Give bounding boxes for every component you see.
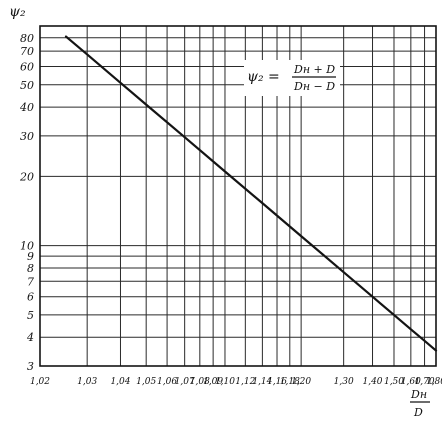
y-tick-label: 7 [27,275,34,288]
y-tick-label: 9 [27,250,34,263]
axes [39,25,437,367]
y-tick-label: 10 [20,240,34,253]
x-tick-label: 1,80 [426,377,442,387]
grid [39,26,437,367]
x-tick-label: 1,16 [267,377,287,387]
x-tick-label: 1,50 [384,377,404,387]
y-axis-label: ψ₂ [9,4,26,20]
y-tick-label: 8 [27,262,34,275]
formula-numerator: Dн + D [293,63,335,76]
x-tick-label: 1,04 [110,377,130,387]
series [64,35,438,352]
x-tick-label: 1,70 [415,377,435,387]
x-axis-label: Dн D [410,388,430,419]
x-tick-label: 1,10 [215,377,235,387]
formula-denominator: Dн − D [293,80,335,93]
y-tick-label: 40 [19,101,34,114]
formula: ψ₂ = Dн + D Dн − D [244,60,340,96]
series-line [64,35,438,352]
x-tick-label: 1,06 [157,377,177,387]
x-tick-label: 1,20 [291,377,311,387]
y-tick-label: 70 [20,45,34,58]
x-tick-label: 1,05 [136,377,156,387]
y-tick-label: 50 [20,79,34,92]
x-tick-label: 1,30 [334,377,354,387]
x-axis-label-denominator: D [413,406,423,419]
y-tick-label: 3 [27,360,34,373]
x-tick-label: 1,18 [280,377,300,387]
plot-frame [39,25,437,367]
x-tick-label: 1,12 [235,377,255,387]
x-tick-labels: 1,02 1,03 1,04 1,05 1,061,071,081,091,10 1,12… [30,377,442,387]
x-tick-label: 1,07 [175,377,195,387]
x-tick-label: 1,03 [77,377,97,387]
formula-lhs: ψ₂ = [247,69,280,85]
y-tick-label: 30 [20,130,34,143]
x-tick-label: 1,02 [30,377,50,387]
x-tick-label: 1,40 [362,377,382,387]
y-tick-label: 60 [20,61,34,74]
x-axis-label-numerator: Dн [410,388,427,401]
x-tick-label: 1,60 [401,377,421,387]
y-tick-label: 80 [20,32,34,45]
formula-box [244,60,340,96]
x-tick-label: 1,14 [252,377,272,387]
x-tick-label: 1,09 [203,377,223,387]
y-tick-label: 4 [26,331,34,344]
y-tick-label: 20 [19,170,34,183]
y-tick-label: 5 [27,309,34,322]
y-tick-label: 6 [27,291,34,304]
x-tick-label: 1,08 [190,377,210,387]
